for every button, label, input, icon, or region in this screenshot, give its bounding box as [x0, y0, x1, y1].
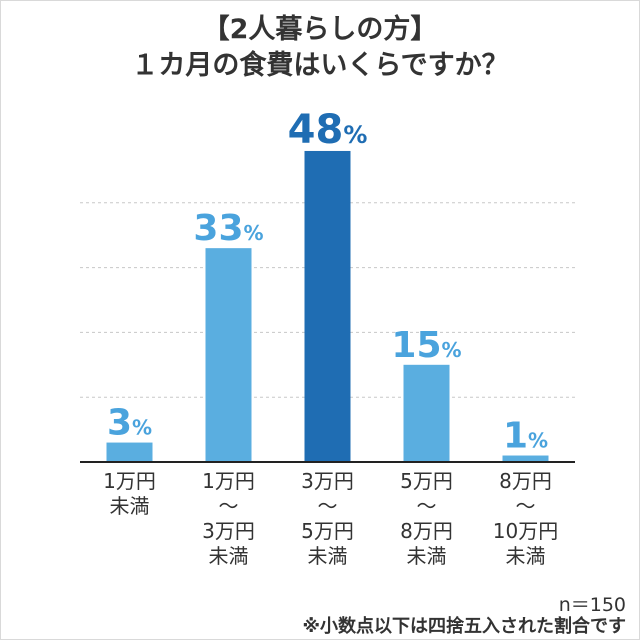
chart-title: 【2人暮らしの方】 １カ月の食費はいくらですか？ — [0, 12, 640, 84]
bar-4 — [403, 364, 450, 462]
chart-title-line-1: 【2人暮らしの方】 — [202, 14, 438, 45]
bar-3 — [304, 150, 351, 462]
bar-2 — [205, 248, 252, 462]
chart-title-line-2: １カ月の食費はいくらですか？ — [131, 50, 509, 81]
category-label-3: 3万円〜 5万円未満 — [301, 469, 354, 568]
category-label-2: 1万円〜 3万円未満 — [202, 469, 255, 568]
sample-size-label: n＝150 — [558, 594, 626, 616]
data-label-3: 48% — [288, 107, 368, 153]
category-label-1: 1万円未満 — [103, 469, 156, 518]
data-label-5: 1% — [503, 416, 548, 457]
rounding-note: ※小数点以下は四捨五入された割合です — [302, 616, 627, 637]
category-label-5: 8万円〜 10万円未満 — [493, 469, 558, 568]
bar-1 — [106, 442, 153, 462]
category-label-4: 5万円〜 8万円未満 — [400, 469, 453, 568]
data-label-4: 15% — [391, 325, 461, 366]
bar-5 — [502, 455, 549, 462]
data-label-1: 3% — [107, 403, 152, 444]
data-label-2: 33% — [193, 208, 263, 249]
